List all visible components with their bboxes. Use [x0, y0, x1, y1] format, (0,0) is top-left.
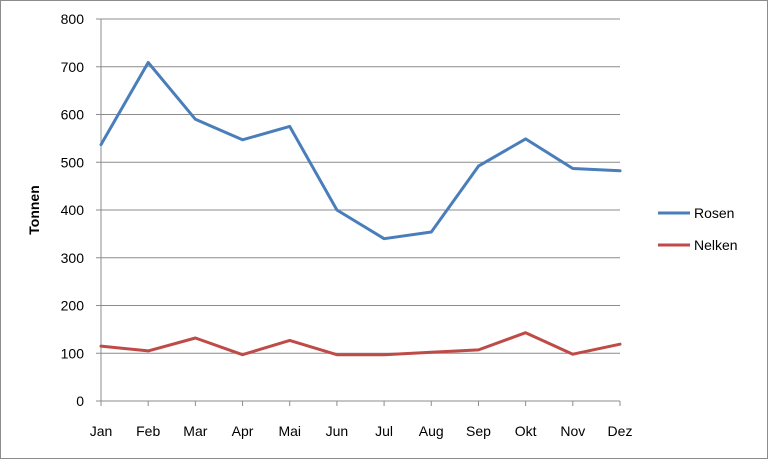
x-tick-label: Dez [608, 423, 633, 439]
y-tick-label: 700 [61, 59, 85, 75]
x-tick-label: Jul [375, 423, 393, 439]
gridlines [101, 18, 620, 354]
x-tick-label: Jun [326, 423, 349, 439]
x-tick-label: Jan [90, 423, 113, 439]
x-tick-labels: Jan Feb Mar Apr Mai Jun Jul Aug Sep Okt Nov Dez [90, 423, 633, 439]
legend: Rosen Nelken [658, 205, 738, 253]
x-tick-label: Mai [278, 423, 301, 439]
x-tick-label: Aug [419, 423, 444, 439]
y-tick-label: 800 [61, 11, 85, 27]
axes [96, 18, 621, 406]
x-tick-label: Apr [232, 423, 254, 439]
legend-label: Rosen [694, 205, 734, 221]
y-tick-label: 200 [61, 298, 85, 314]
series-line-rosen [99, 61, 622, 241]
y-tick-label: 500 [61, 154, 85, 170]
y-tick-labels: 0 100 200 300 400 500 600 700 800 [61, 11, 85, 409]
x-tick-label: Sep [466, 423, 491, 439]
x-tick-label: Mar [183, 423, 207, 439]
y-tick-label: 0 [76, 393, 84, 409]
x-tick-label: Okt [515, 423, 537, 439]
y-axis-title: Tonnen [26, 185, 42, 235]
x-tick-label: Nov [560, 423, 585, 439]
series-line-nelken [99, 331, 622, 357]
y-tick-label: 400 [61, 202, 85, 218]
x-tick-label: Feb [136, 423, 160, 439]
y-tick-label: 100 [61, 345, 85, 361]
series-lines [99, 61, 622, 357]
legend-label: Nelken [694, 237, 738, 253]
y-tick-label: 300 [61, 250, 85, 266]
y-tick-label: 600 [61, 107, 85, 123]
